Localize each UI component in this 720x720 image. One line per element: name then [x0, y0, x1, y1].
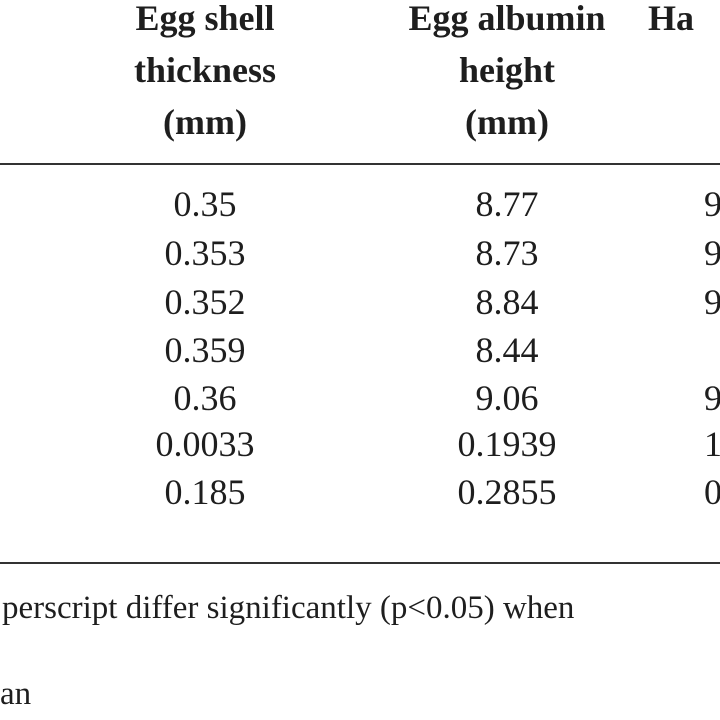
table-row: 0.185 0.2855 0 [0, 468, 720, 517]
cell-partial: 9 [704, 282, 720, 322]
cell-shell-thickness: 0.35 [173, 184, 237, 224]
cell-albumin-height: 9.06 [475, 378, 539, 418]
table-row: 0.352 8.84 9 [0, 278, 720, 327]
header-line: Ha [648, 0, 695, 38]
cell-albumin-height: 0.1939 [457, 424, 557, 464]
table-row: 0.359 8.44 [0, 326, 720, 375]
footnote-mean: an [0, 676, 32, 712]
header-rule [0, 163, 720, 165]
cell-shell-thickness: 0.0033 [155, 424, 255, 464]
cell-shell-thickness: 0.36 [173, 378, 237, 418]
header-line: (mm) [465, 102, 549, 142]
cell-albumin-height: 8.84 [475, 282, 539, 322]
header-line: Egg albumin [408, 0, 606, 38]
header-line: height [458, 50, 556, 90]
cell-partial: 9 [704, 378, 720, 418]
cell-partial: 9 [704, 184, 720, 224]
header-line: (mm) [163, 102, 247, 142]
footer-rule [0, 562, 720, 564]
cell-shell-thickness: 0.352 [164, 282, 246, 322]
cell-albumin-height: 8.73 [475, 233, 539, 273]
cell-albumin-height: 8.77 [475, 184, 539, 224]
cell-shell-thickness: 0.359 [164, 330, 246, 370]
header-line: thickness [133, 50, 277, 90]
table-row: 0.0033 0.1939 1 [0, 420, 720, 469]
cell-shell-thickness: 0.353 [164, 233, 246, 273]
cell-albumin-height: 0.2855 [457, 472, 557, 512]
table-row: 0.353 8.73 9 [0, 229, 720, 278]
cell-partial: 1 [704, 424, 720, 464]
footnote-significance: perscript differ significantly (p<0.05) … [2, 590, 575, 626]
table-row: 0.35 8.77 9 [0, 180, 720, 229]
cell-partial: 9 [704, 233, 720, 273]
cell-shell-thickness: 0.185 [164, 472, 246, 512]
cell-albumin-height: 8.44 [475, 330, 539, 370]
header-line: Egg shell [135, 0, 275, 38]
table-row: 0.36 9.06 9 [0, 374, 720, 423]
cell-partial: 0 [704, 472, 720, 512]
